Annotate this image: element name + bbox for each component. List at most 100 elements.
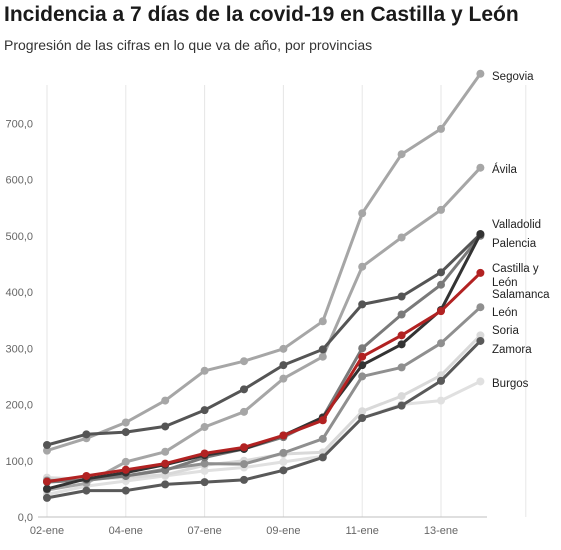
- data-point: [121, 418, 130, 427]
- data-point: [240, 475, 248, 484]
- y-tick-label: 200,0: [5, 400, 33, 412]
- data-point: [161, 396, 170, 405]
- series-label: Burgos: [492, 378, 529, 390]
- data-point: [200, 466, 209, 475]
- data-point: [358, 262, 367, 271]
- data-point: [200, 449, 209, 458]
- data-point: [161, 466, 170, 475]
- data-point: [437, 339, 445, 348]
- data-point: [437, 376, 445, 385]
- series-labels: Segovia Ávila Valladolid Palencia Castilla y…: [492, 71, 550, 390]
- data-point: [358, 352, 367, 361]
- data-point: [200, 406, 209, 415]
- y-tick-label: 600,0: [5, 175, 33, 187]
- data-point: [43, 441, 51, 449]
- data-point: [279, 344, 288, 353]
- data-point: [200, 366, 209, 375]
- data-point: [476, 303, 485, 312]
- data-point: [437, 124, 445, 133]
- data-point: [318, 345, 327, 354]
- data-point: [397, 310, 406, 319]
- data-point: [318, 352, 327, 361]
- data-point: [82, 430, 91, 439]
- data-point: [318, 453, 327, 462]
- data-point: [397, 401, 406, 410]
- data-point: [397, 292, 406, 301]
- y-tick-label: 500,0: [5, 231, 33, 243]
- data-point: [318, 317, 327, 326]
- data-point: [437, 268, 445, 277]
- data-point: [397, 340, 406, 349]
- data-point: [437, 307, 445, 316]
- series-line: [46, 339, 482, 500]
- chart-subtitle: Progresión de las cifras en lo que va de…: [4, 37, 373, 53]
- data-point: [121, 465, 130, 474]
- data-point: [121, 457, 130, 466]
- y-tick-label: 700,0: [5, 118, 33, 130]
- series-line: [46, 271, 482, 484]
- data-point: [476, 377, 485, 386]
- x-tick-label: 04-ene: [109, 525, 143, 537]
- data-point: [200, 478, 209, 487]
- data-point: [358, 372, 367, 381]
- data-point: [121, 428, 130, 437]
- data-point: [279, 361, 288, 370]
- x-tick-label: 11-ene: [345, 525, 378, 537]
- x-tick-label: 02-ene: [30, 525, 64, 537]
- y-tick-label: 400,0: [5, 287, 33, 299]
- series-label: Valladolid: [492, 219, 541, 231]
- data-point: [161, 422, 170, 431]
- series-line: [46, 166, 482, 492]
- data-point: [437, 205, 445, 214]
- data-point: [358, 361, 367, 370]
- data-point: [476, 163, 485, 172]
- data-point: [240, 407, 248, 416]
- data-point: [397, 331, 406, 340]
- series-label: Ávila: [492, 163, 518, 176]
- series-label: Segovia: [492, 71, 534, 83]
- y-tick-label: 100,0: [5, 456, 33, 468]
- data-point: [476, 336, 485, 345]
- data-point: [43, 484, 51, 493]
- data-point: [476, 69, 485, 78]
- data-point: [476, 230, 485, 239]
- series-label: León: [492, 277, 518, 289]
- series-label: Castilla y: [492, 263, 539, 275]
- data-point: [279, 448, 288, 457]
- axis-layer: 02-ene 04-ene 07-ene 09-ene 11-ene 13-ene 0,0 1…: [5, 118, 487, 537]
- x-tick-label: 13-ene: [424, 525, 458, 537]
- data-point: [397, 363, 406, 372]
- data-point: [161, 480, 170, 489]
- data-point: [43, 446, 51, 455]
- data-point: [476, 331, 485, 340]
- data-point: [279, 431, 288, 440]
- data-point: [279, 466, 288, 475]
- data-point: [43, 477, 51, 486]
- series-label: León: [492, 307, 518, 319]
- series-layer: [43, 69, 485, 502]
- data-point: [240, 385, 248, 394]
- data-point: [397, 150, 406, 159]
- data-point: [476, 268, 485, 277]
- data-point: [437, 280, 445, 289]
- series-label: Soria: [492, 325, 519, 337]
- data-point: [358, 414, 367, 422]
- data-point: [240, 357, 248, 366]
- series-line: [46, 233, 482, 491]
- series-line: [46, 380, 482, 496]
- data-point: [397, 233, 406, 242]
- data-point: [200, 423, 209, 431]
- data-point: [358, 300, 367, 309]
- data-point: [358, 344, 367, 353]
- series-line: [46, 72, 482, 453]
- data-point: [82, 471, 91, 480]
- data-point: [161, 459, 170, 468]
- data-point: [358, 407, 367, 416]
- x-tick-label: 09-ene: [266, 525, 300, 537]
- data-point: [161, 447, 170, 456]
- data-point: [279, 374, 288, 383]
- y-tick-label: 0,0: [18, 512, 33, 524]
- series-label: Zamora: [492, 344, 532, 356]
- series-label: Salamanca: [492, 289, 550, 301]
